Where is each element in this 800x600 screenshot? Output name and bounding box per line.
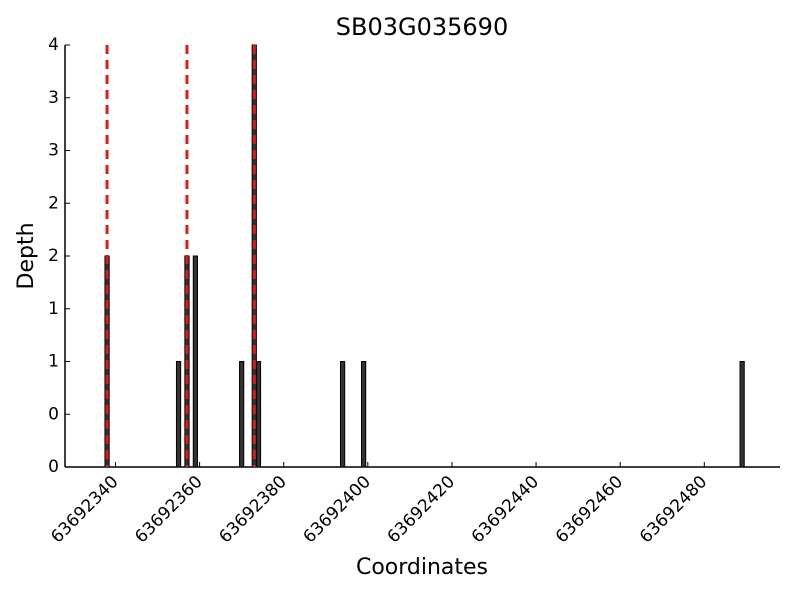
y-tick-label: 1 [48,352,59,372]
x-tick-label: 63692440 [468,472,543,547]
bar [239,361,245,468]
x-tick-label: 63692420 [384,472,459,547]
x-tick-label: 63692380 [215,472,290,547]
y-tick-label: 3 [48,88,59,108]
x-tick-label: 63692360 [131,472,206,547]
x-tick-label: 63692480 [636,472,711,547]
x-tick-label: 63692400 [300,472,375,547]
bar [361,361,367,468]
bar [739,361,745,468]
bar [255,361,262,468]
bar [192,255,198,468]
chart-title: SB03G035690 [336,13,508,41]
y-tick-label: 3 [48,141,59,161]
y-axis-label: Depth [14,222,39,289]
y-tick-label: 0 [48,457,59,477]
y-tick-label: 2 [48,246,59,266]
y-tick-label: 4 [48,35,59,55]
bar [339,361,346,468]
y-tick-label: 1 [48,299,59,319]
y-tick-label: 0 [48,404,59,424]
x-tick-label: 63692340 [47,472,122,547]
bar [175,361,182,468]
y-tick-label: 2 [48,193,59,213]
x-axis-label: Coordinates [356,555,488,580]
x-tick-label: 63692460 [552,472,627,547]
